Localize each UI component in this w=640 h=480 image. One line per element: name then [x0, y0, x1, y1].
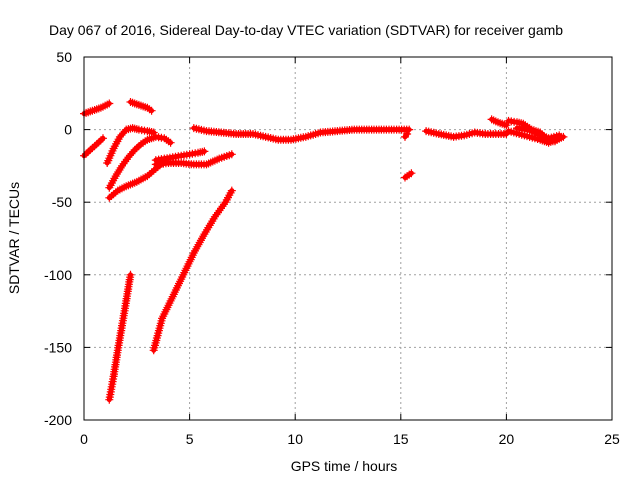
x-axis-label: GPS time / hours	[291, 458, 398, 474]
y-tick-label: -100	[44, 267, 72, 283]
chart-title: Day 067 of 2016, Sidereal Day-to-day VTE…	[49, 22, 563, 38]
series-arc-10	[149, 186, 236, 355]
axis-ticks: 0 5 10 15 20 25 -200 -150 -100 -50 0 50	[44, 49, 620, 447]
series-arc-11	[189, 124, 414, 144]
series-markers	[103, 124, 158, 167]
y-tick-label: -150	[44, 339, 72, 355]
series-arc-7	[151, 147, 209, 165]
series-markers	[151, 147, 209, 165]
y-tick-label: -200	[44, 412, 72, 428]
series-arc-12	[401, 169, 416, 182]
series-markers	[401, 130, 412, 141]
series-markers	[513, 124, 564, 143]
series-arc-4	[103, 124, 158, 167]
series-arc-5	[105, 132, 175, 192]
series-markers	[105, 132, 175, 192]
series-markers	[126, 98, 156, 115]
series-line	[402, 170, 414, 180]
series-markers	[149, 186, 236, 355]
series-arc-15	[487, 115, 511, 130]
x-tick-label: 10	[287, 431, 303, 447]
x-tick-label: 5	[186, 431, 194, 447]
series-arc-13	[401, 130, 412, 141]
series-arc-14	[422, 127, 511, 141]
x-tick-label: 25	[604, 431, 620, 447]
series-markers	[422, 127, 511, 141]
series-markers	[487, 115, 511, 130]
series-arc-8	[151, 150, 236, 169]
data-series	[80, 98, 568, 404]
series-line	[81, 135, 106, 159]
series-arc-3	[126, 98, 156, 115]
series-markers	[151, 150, 236, 169]
y-tick-label: -50	[52, 194, 72, 210]
series-markers	[401, 169, 416, 182]
plot-frame	[83, 56, 613, 421]
y-tick-label: 0	[64, 122, 72, 138]
x-tick-label: 15	[393, 431, 409, 447]
grid	[84, 57, 612, 420]
y-tick-label: 50	[56, 49, 72, 65]
x-tick-label: 0	[80, 431, 88, 447]
x-tick-label: 20	[499, 431, 515, 447]
y-axis-label: SDTVAR / TECUs	[6, 182, 22, 294]
series-arc-18	[513, 124, 564, 143]
series-arc-1	[80, 99, 114, 118]
series-arc-9	[105, 270, 135, 404]
series-markers	[105, 270, 135, 404]
series-markers	[189, 124, 414, 144]
